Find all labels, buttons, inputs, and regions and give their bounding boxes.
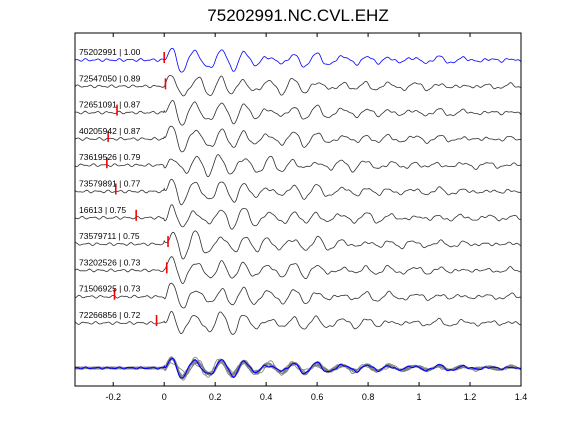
x-tick-label: 0.4	[260, 392, 273, 402]
x-tick-label: 0	[162, 392, 167, 402]
trace-label-71506925: 71506925 | 0.73	[79, 284, 141, 294]
stacked-waveforms	[74, 356, 522, 381]
waveform-trace-16613	[74, 204, 522, 230]
waveform-trace-40205942	[75, 125, 522, 153]
waveform-traces	[74, 47, 522, 335]
x-tick-label: 0.8	[362, 392, 375, 402]
stacked-trace-reference	[74, 357, 522, 379]
waveform-trace-73619526	[74, 154, 521, 178]
trace-label-72651091: 72651091 | 0.87	[79, 100, 141, 110]
waveform-trace-73202526	[74, 256, 522, 284]
x-tick-label: 0.6	[311, 392, 324, 402]
x-tick-label: 1.2	[464, 392, 477, 402]
x-tick-label: 0.2	[209, 392, 222, 402]
axes-frame	[74, 32, 522, 387]
trace-label-73579891: 73579891 | 0.77	[79, 179, 141, 189]
trace-label-73202526: 73202526 | 0.73	[79, 257, 141, 267]
trace-labels: 75202991 | 1.00 72547050 | 0.89 72651091 |…	[79, 47, 141, 320]
trace-label-73619526: 73619526 | 0.79	[79, 152, 141, 162]
waveform-trace-72547050	[74, 75, 522, 97]
x-axis-ticks: -0.2 0 0.2 0.4 0.6 0.8 1 1.2 1.4	[105, 33, 527, 402]
trace-label-40205942: 40205942 | 0.87	[79, 126, 141, 136]
x-tick-label: 1.4	[515, 392, 528, 402]
waveform-trace-72651091	[75, 100, 522, 126]
waveform-trace-73579891	[74, 178, 522, 206]
pick-markers	[106, 52, 169, 326]
trace-label-72547050: 72547050 | 0.89	[79, 73, 141, 83]
x-tick-label: 1	[417, 392, 422, 402]
waveform-trace-73579711	[74, 230, 522, 260]
trace-label-72266856: 72266856 | 0.72	[79, 310, 141, 320]
trace-label-16613: 16613 | 0.75	[79, 205, 126, 215]
trace-label-75202991: 75202991 | 1.00	[79, 47, 141, 57]
trace-label-73579711: 73579711 | 0.75	[79, 231, 140, 241]
chart-title: 75202991.NC.CVL.EHZ	[207, 6, 389, 25]
waveform-trace-71506925	[74, 282, 522, 309]
waveform-trace-75202991	[75, 47, 522, 73]
x-tick-label: -0.2	[105, 392, 121, 402]
waveform-trace-72266856	[74, 310, 522, 335]
